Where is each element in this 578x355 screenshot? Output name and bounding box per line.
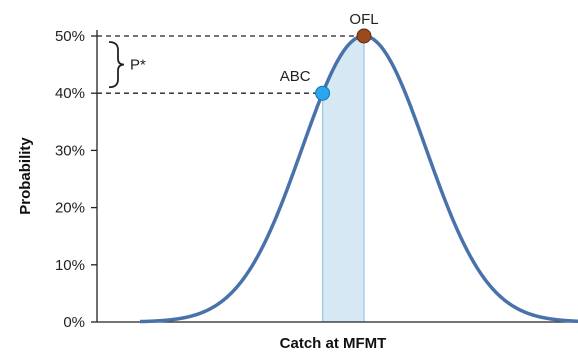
y-tick-label: 20%	[55, 200, 85, 217]
ofl-point	[356, 28, 372, 44]
y-tick-group: 0% 10% 20% 30% 40% 50%	[55, 28, 97, 331]
y-tick-label: 40%	[55, 85, 85, 102]
p-star-bracket	[108, 41, 125, 89]
x-axis-label: Catch at MFMT	[280, 335, 387, 352]
abc-label: ABC	[280, 68, 311, 85]
abc-point	[315, 85, 331, 101]
y-axis-label: Probability	[17, 137, 34, 215]
y-tick-label: 10%	[55, 257, 85, 274]
y-tick-label: 30%	[55, 142, 85, 159]
y-tick-label: 50%	[55, 28, 85, 45]
p-star-label: P*	[130, 57, 146, 74]
ofl-label: OFL	[349, 11, 378, 28]
y-tick-label: 0%	[63, 314, 85, 331]
abc-ofl-shaded-region	[322, 36, 364, 322]
